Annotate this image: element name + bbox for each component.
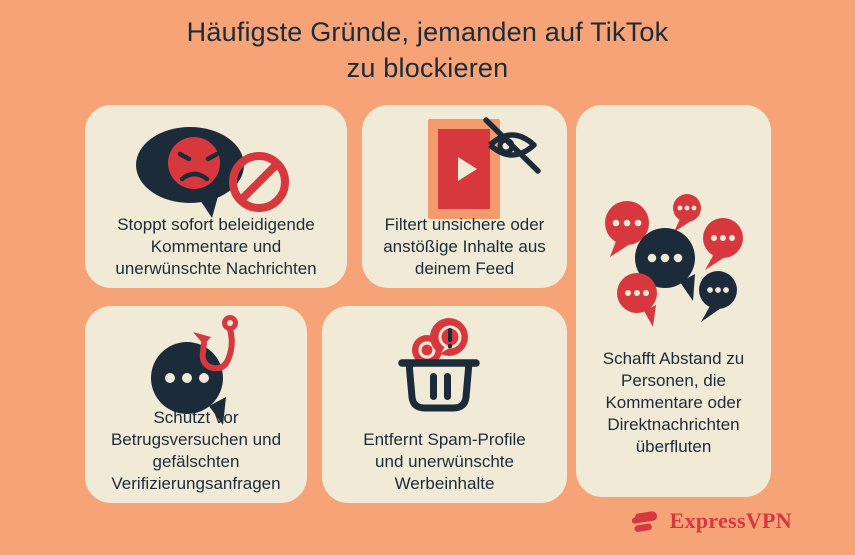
card-text-line: gefälschten [152,452,240,471]
phishing-hook-chat-icon [151,315,238,425]
spam-trash-icon [398,318,480,412]
card-scam-protection: Schützt vor Betrugsversuchen und gefälsc… [85,306,307,503]
card-text-line: deinem Feed [414,259,515,278]
hidden-video-icon [428,117,541,219]
card-filter-content: Filtert unsichere oder anstößige Inhalte… [362,105,567,288]
card-text-line: Schafft Abstand zu [602,349,745,368]
eye-off-icon [483,117,541,174]
card-text-line: anstößige Inhalte aus [383,237,546,256]
card-text: Schafft Abstand zu Personen, die Komment… [580,348,767,458]
card-text-line: Schützt vor [153,408,239,427]
card-text: Entfernt Spam-Profile und unerwünschte W… [326,429,563,495]
card-text: Schützt vor Betrugsversuchen und gefälsc… [89,407,303,495]
card-remove-spam: Entfernt Spam-Profile und unerwünschte W… [322,306,567,503]
card-text-line: Betrugsversuchen und [110,430,282,449]
card-text-line: überfluten [635,437,712,456]
card-distance-flooding: Schafft Abstand zu Personen, die Komment… [576,105,771,497]
card-text-line: Direktnachrichten [607,415,740,434]
blocked-angry-comment-icon [136,127,289,218]
card-text-line: Kommentare oder [605,393,742,412]
card-text-line: unerwünschte Nachrichten [115,259,317,278]
card-text-line: Filtert unsichere oder [384,215,545,234]
card-text: Filtert unsichere oder anstößige Inhalte… [366,214,563,280]
card-text-line: und unerwünschte [375,452,514,471]
card-text-line: Werbeinhalte [394,474,495,493]
expressvpn-wordmark: ExpressVPN [669,508,792,533]
page-title: Häufigste Gründe, jemanden auf TikTok zu… [0,14,855,86]
card-text-line: Kommentare und [150,237,282,256]
card-text: Stoppt sofort beleidigende Kommentare un… [89,214,343,280]
expressvpn-logomark-icon [632,510,658,532]
fish-hook-icon [193,315,238,372]
page-title-line-1: Häufigste Gründe, jemanden auf TikTok [186,17,669,47]
expressvpn-logo: ExpressVPN [632,504,792,538]
card-text-line: Stoppt sofort beleidigende [117,215,315,234]
page-title-line-2: zu blockieren [346,53,509,83]
card-text-line: Entfernt Spam-Profile [363,430,526,449]
chat-bubble-cluster-icon [605,194,743,327]
card-stop-comments: Stoppt sofort beleidigende Kommentare un… [85,105,347,288]
card-text-line: Personen, die [621,371,726,390]
card-text-line: Verifizierungsanfragen [111,474,281,493]
